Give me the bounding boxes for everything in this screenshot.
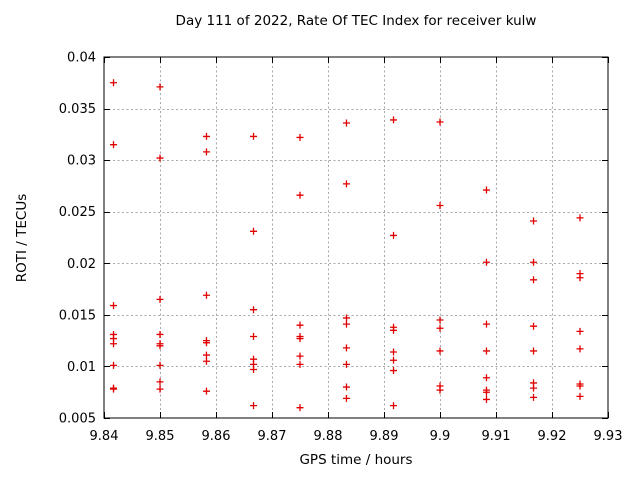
data-point-marker bbox=[296, 335, 304, 343]
data-point-marker bbox=[156, 361, 164, 369]
y-tick-label: 0.025 bbox=[59, 205, 96, 220]
data-point-marker bbox=[390, 356, 398, 364]
data-point-marker bbox=[530, 393, 538, 401]
data-point-marker bbox=[202, 291, 210, 299]
data-point-marker bbox=[202, 132, 210, 140]
x-tick-label: 9.87 bbox=[258, 429, 287, 444]
data-point-marker bbox=[390, 116, 398, 124]
y-tick-label: 0.04 bbox=[67, 51, 96, 66]
x-tick-label: 9.93 bbox=[594, 429, 623, 444]
data-point-marker bbox=[202, 339, 210, 347]
x-tick-label: 9.89 bbox=[370, 429, 399, 444]
data-point-marker bbox=[156, 342, 164, 350]
data-point-marker bbox=[202, 148, 210, 156]
x-tick-label: 9.9 bbox=[430, 429, 451, 444]
data-point-marker bbox=[110, 361, 118, 369]
data-point-marker bbox=[250, 333, 258, 341]
data-point-marker bbox=[156, 385, 164, 393]
data-point-marker bbox=[156, 154, 164, 162]
data-point-marker bbox=[576, 327, 584, 335]
data-point-marker bbox=[250, 132, 258, 140]
data-point-marker bbox=[342, 383, 350, 391]
data-point-marker bbox=[202, 387, 210, 395]
data-point-marker bbox=[482, 347, 490, 355]
data-point-marker bbox=[250, 366, 258, 374]
data-point-marker bbox=[436, 386, 444, 394]
data-point-marker bbox=[110, 340, 118, 348]
data-point-marker bbox=[530, 258, 538, 266]
data-point-marker bbox=[436, 316, 444, 324]
data-point-marker bbox=[436, 118, 444, 126]
x-tick-label: 9.84 bbox=[90, 429, 119, 444]
data-point-marker bbox=[250, 227, 258, 235]
data-point-marker bbox=[342, 314, 350, 322]
data-point-marker bbox=[342, 119, 350, 127]
data-point-marker bbox=[296, 404, 304, 412]
data-point-marker bbox=[390, 326, 398, 334]
data-point-marker bbox=[576, 382, 584, 390]
data-point-marker bbox=[342, 180, 350, 188]
x-tick-label: 9.85 bbox=[146, 429, 175, 444]
data-point-marker bbox=[202, 351, 210, 359]
data-point-marker bbox=[390, 367, 398, 375]
data-point-marker bbox=[436, 324, 444, 332]
data-point-marker bbox=[296, 352, 304, 360]
data-point-marker bbox=[482, 388, 490, 396]
data-point-marker bbox=[342, 320, 350, 328]
data-point-marker bbox=[296, 133, 304, 141]
y-tick-label: 0.01 bbox=[67, 360, 96, 375]
data-point-marker bbox=[576, 214, 584, 222]
data-point-marker bbox=[482, 320, 490, 328]
data-point-marker bbox=[110, 385, 118, 393]
data-point-marker bbox=[156, 83, 164, 91]
data-point-marker bbox=[342, 360, 350, 368]
data-point-marker bbox=[342, 344, 350, 352]
data-point-marker bbox=[110, 302, 118, 310]
data-point-marker bbox=[390, 402, 398, 410]
data-point-marker bbox=[250, 306, 258, 314]
data-point-marker bbox=[390, 231, 398, 239]
chart-title: Day 111 of 2022, Rate Of TEC Index for r… bbox=[175, 13, 537, 29]
data-point-marker bbox=[576, 345, 584, 353]
data-point-marker bbox=[530, 322, 538, 330]
x-tick-label: 9.91 bbox=[482, 429, 511, 444]
y-tick-label: 0.005 bbox=[59, 412, 96, 427]
data-point-marker bbox=[110, 141, 118, 149]
x-tick-label: 9.86 bbox=[202, 429, 231, 444]
data-point-marker bbox=[482, 186, 490, 194]
data-point-marker bbox=[250, 402, 258, 410]
x-axis-title: GPS time / hours bbox=[299, 452, 413, 468]
y-tick-label: 0.03 bbox=[67, 154, 96, 169]
data-point-marker bbox=[530, 384, 538, 392]
data-point-marker bbox=[156, 330, 164, 338]
data-point-marker bbox=[296, 191, 304, 199]
y-tick-label: 0.02 bbox=[67, 257, 96, 272]
data-point-marker bbox=[482, 395, 490, 403]
data-point-marker bbox=[576, 274, 584, 282]
data-point-marker bbox=[436, 347, 444, 355]
data-point-marker bbox=[576, 392, 584, 400]
x-tick-label: 9.88 bbox=[314, 429, 343, 444]
data-point-marker bbox=[110, 79, 118, 87]
data-point-marker bbox=[202, 357, 210, 365]
data-point-marker bbox=[342, 394, 350, 402]
data-point-marker bbox=[530, 276, 538, 284]
data-point-marker bbox=[156, 378, 164, 386]
data-point-marker bbox=[482, 374, 490, 382]
y-tick-label: 0.035 bbox=[59, 102, 96, 117]
x-tick-label: 9.92 bbox=[538, 429, 567, 444]
data-point-marker bbox=[530, 347, 538, 355]
data-point-marker bbox=[482, 258, 490, 266]
data-point-marker bbox=[156, 295, 164, 303]
plot-border bbox=[103, 56, 609, 419]
data-point-marker bbox=[296, 360, 304, 368]
data-point-marker bbox=[530, 217, 538, 225]
data-point-marker bbox=[390, 348, 398, 356]
y-tick-label: 0.015 bbox=[59, 308, 96, 323]
y-axis-title: ROTI / TECUs bbox=[14, 193, 30, 283]
data-point-marker bbox=[436, 202, 444, 210]
data-point-marker bbox=[296, 321, 304, 329]
